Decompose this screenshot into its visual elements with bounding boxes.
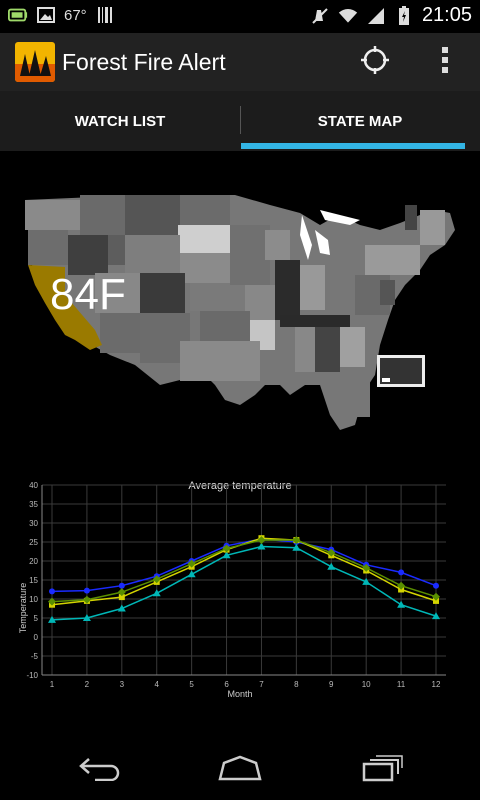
chart-xtick-label: 3 <box>120 680 125 689</box>
chart-ytick-label: -5 <box>31 652 39 661</box>
back-icon <box>77 755 123 786</box>
chart-ytick-label: 10 <box>29 595 38 604</box>
chart-xtick-label: 7 <box>259 680 264 689</box>
chart-point <box>82 595 91 604</box>
chart-ytick-label: 35 <box>29 500 38 509</box>
chart-series-line <box>51 545 437 621</box>
chart-xtick-label: 4 <box>155 680 160 689</box>
back-button[interactable] <box>72 750 128 790</box>
chart-point <box>83 587 90 594</box>
chart-xtick-label: 10 <box>362 680 371 689</box>
chart-xtick-label: 11 <box>397 680 406 689</box>
chart-point <box>433 582 439 589</box>
chart-point <box>48 615 56 623</box>
chart-point <box>292 543 301 551</box>
app-logo-icon[interactable] <box>15 42 55 82</box>
chart-ylabel: Temperature <box>18 583 28 634</box>
us-state-map[interactable] <box>20 185 460 435</box>
battery-saver-icon <box>8 6 28 24</box>
chart-ytick-label: -10 <box>26 671 38 680</box>
temperature-chart: Average temperature Month Temperature -1… <box>18 475 462 705</box>
chart-ytick-label: 40 <box>29 481 38 490</box>
chart-xtick-label: 9 <box>329 680 334 689</box>
chart-point <box>362 577 371 585</box>
chart-point <box>152 589 161 597</box>
home-icon <box>216 755 264 786</box>
chart-ytick-label: 25 <box>29 538 38 547</box>
locate-icon <box>360 45 390 80</box>
wifi-icon <box>338 7 358 25</box>
image-icon <box>36 6 56 24</box>
map-temperature-label: 84F <box>50 270 126 319</box>
recent-apps-icon <box>360 754 404 787</box>
chart-point <box>432 612 440 620</box>
chart-point <box>432 592 440 601</box>
chart-xtick-label: 5 <box>189 680 194 689</box>
chart-point <box>82 614 91 621</box>
chart-point <box>433 597 439 604</box>
chart-ytick-label: 5 <box>34 614 39 623</box>
state-california[interactable] <box>28 265 102 350</box>
tab-bar: WATCH LIST STATE MAP <box>0 91 480 151</box>
tab-divider <box>240 106 241 134</box>
navigation-bar <box>0 738 480 800</box>
tab-watch-list[interactable]: WATCH LIST <box>74 112 166 130</box>
action-bar: Forest Fire Alert <box>0 33 480 91</box>
chart-point <box>48 597 56 606</box>
temperature-chart-svg: Average temperature Month Temperature -1… <box>18 480 446 699</box>
chart-ytick-label: 20 <box>29 557 38 566</box>
chart-point <box>362 563 371 572</box>
chart-point <box>117 588 126 597</box>
chart-point <box>292 536 301 545</box>
chart-ytick-label: 0 <box>34 633 39 642</box>
mute-icon <box>310 7 330 25</box>
chart-point <box>187 570 196 578</box>
chart-point <box>397 581 406 590</box>
app-title: Forest Fire Alert <box>62 49 226 75</box>
chart-point <box>398 569 405 576</box>
chart-point <box>257 536 266 545</box>
chart-point <box>222 551 231 559</box>
status-bar: 67° 21:05 <box>0 0 480 33</box>
chart-xtick-label: 1 <box>50 680 55 689</box>
chart-point <box>117 604 126 612</box>
chart-title: Average temperature <box>188 480 291 492</box>
home-button[interactable] <box>212 750 268 790</box>
chart-ytick-label: 15 <box>29 576 38 585</box>
chart-point <box>118 582 125 589</box>
chart-series-line <box>51 539 437 603</box>
locate-button[interactable] <box>355 42 395 82</box>
chart-point <box>327 548 336 557</box>
chart-xlabel: Month <box>227 689 252 699</box>
chart-point <box>49 588 55 595</box>
chart-point <box>222 544 231 553</box>
overflow-menu-icon <box>441 46 449 79</box>
barcode-icon <box>95 6 115 24</box>
chart-point <box>397 600 406 608</box>
chart-point <box>118 594 125 601</box>
tab-selected-indicator <box>241 143 465 149</box>
chart-xtick-label: 12 <box>432 680 441 689</box>
chart-series-line <box>51 538 437 593</box>
status-time: 21:05 <box>421 4 472 26</box>
tab-state-map[interactable]: STATE MAP <box>317 112 403 130</box>
chart-ytick-label: 30 <box>29 519 38 528</box>
recent-apps-button[interactable] <box>354 750 410 790</box>
status-temperature: 67° <box>64 6 87 24</box>
chart-point <box>152 575 161 584</box>
chart-point <box>327 562 336 570</box>
battery-icon <box>394 5 414 25</box>
chart-point <box>257 542 266 550</box>
chart-point <box>187 559 196 568</box>
chart-xtick-label: 6 <box>224 680 229 689</box>
overflow-menu-button[interactable] <box>425 42 465 82</box>
chart-xtick-label: 2 <box>85 680 90 689</box>
chart-xtick-label: 8 <box>294 680 299 689</box>
signal-icon <box>366 7 386 25</box>
